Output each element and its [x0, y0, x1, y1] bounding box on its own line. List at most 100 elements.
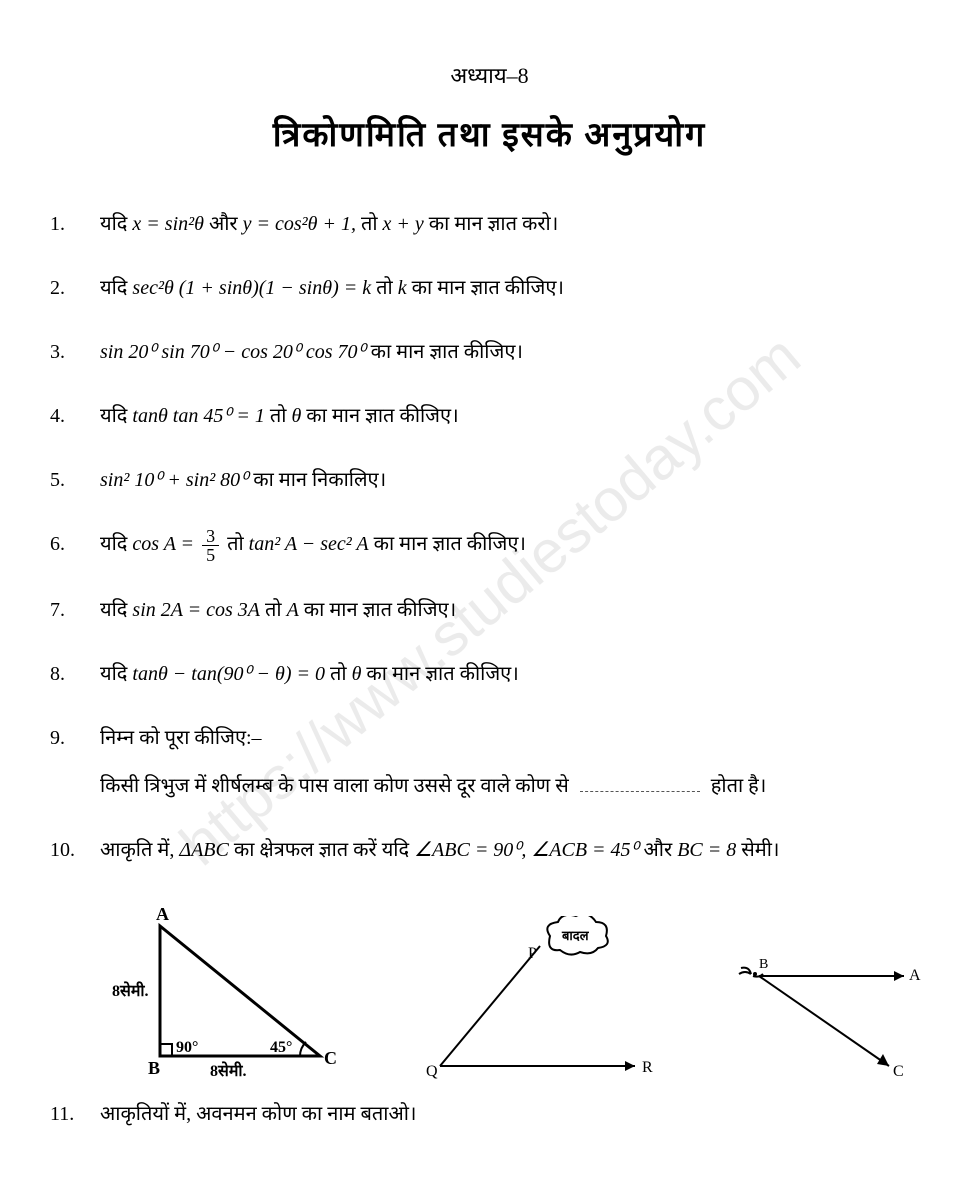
q-body: आकृतियों में, अवनमन कोण का नाम बताओ। — [100, 1096, 929, 1132]
question-8: 8. यदि tanθ − tan(90⁰ − θ) = 0 तो θ का म… — [50, 656, 929, 692]
math: BC = 8 — [677, 839, 736, 861]
math: y = cos²θ + 1, — [243, 213, 356, 235]
text: निम्न को पूरा कीजिए:– — [100, 720, 929, 756]
question-3: 3. sin 20⁰ sin 70⁰ − cos 20⁰ cos 70⁰ का … — [50, 334, 929, 370]
math: ΔABC — [179, 839, 229, 861]
vertex-c: C — [324, 1048, 337, 1068]
text: तो — [376, 277, 398, 299]
text: तो — [227, 533, 249, 555]
question-2: 2. यदि sec²θ (1 + sinθ)(1 − sinθ) = k तो… — [50, 270, 929, 306]
text: तो — [330, 663, 352, 685]
text: का क्षेत्रफल ज्ञात करें यदि — [234, 839, 414, 861]
blank-field — [580, 791, 700, 792]
text: का मान ज्ञात कीजिए। — [412, 277, 564, 299]
text: यदि — [100, 599, 132, 621]
q-body: यदि tanθ tan 45⁰ = 1 तो θ का मान ज्ञात क… — [100, 398, 929, 434]
side-bc-label: 8सेमी. — [210, 1061, 247, 1080]
fraction: 3 5 — [202, 527, 219, 564]
q-body: आकृति में, ΔABC का क्षेत्रफल ज्ञात करें … — [100, 832, 929, 868]
text: तो — [270, 405, 292, 427]
q-body: sin 20⁰ sin 70⁰ − cos 20⁰ cos 70⁰ का मान… — [100, 334, 929, 370]
math: sec²θ (1 + sinθ)(1 − sinθ) = k — [132, 277, 371, 299]
q-body: यदि cos A = 3 5 तो tan² A − sec² A का मा… — [100, 526, 929, 564]
triangle-figure: A B C 8सेमी. 8सेमी. 90° 45° — [110, 896, 350, 1086]
text: यदि — [100, 277, 132, 299]
figures-row: A B C 8सेमी. 8सेमी. 90° 45° बादल P Q R B… — [110, 896, 929, 1086]
text: यदि — [100, 533, 132, 555]
question-7: 7. यदि sin 2A = cos 3A तो A का मान ज्ञात… — [50, 592, 929, 628]
text: का मान ज्ञात कीजिए। — [306, 405, 458, 427]
question-10: 10. आकृति में, ΔABC का क्षेत्रफल ज्ञात क… — [50, 832, 929, 868]
text: होता है। — [711, 775, 767, 797]
q-num: 5. — [50, 462, 100, 498]
text: का मान निकालिए। — [253, 469, 386, 491]
text: का मान ज्ञात करो। — [429, 213, 558, 235]
vertex-q: Q — [426, 1063, 438, 1080]
math: sin 20⁰ sin 70⁰ − cos 20⁰ cos 70⁰ — [100, 341, 366, 363]
math: cos A = — [132, 533, 199, 555]
angle-c-label: 45° — [270, 1039, 292, 1056]
vertex-r: R — [642, 1059, 653, 1076]
q-num: 3. — [50, 334, 100, 370]
math: tan² A − sec² A — [249, 533, 369, 555]
math: A — [287, 599, 299, 621]
question-4: 4. यदि tanθ tan 45⁰ = 1 तो θ का मान ज्ञा… — [50, 398, 929, 434]
math: tanθ − tan(90⁰ − θ) = 0 — [132, 663, 325, 685]
text: आकृति में, — [100, 839, 179, 861]
text: यदि — [100, 663, 132, 685]
q-body: यदि sec²θ (1 + sinθ)(1 − sinθ) = k तो k … — [100, 270, 929, 306]
vertex-c: C — [893, 1063, 904, 1080]
cloud-figure: बादल P Q R — [410, 916, 670, 1086]
q-num: 4. — [50, 398, 100, 434]
text: तो — [361, 213, 383, 235]
q-num: 11. — [50, 1096, 100, 1132]
text: यदि — [100, 405, 132, 427]
text: आकृतियों में, अवनमन कोण का नाम बताओ। — [100, 1103, 417, 1125]
text: यदि — [100, 213, 132, 235]
text: सेमी। — [741, 839, 779, 861]
vertex-p: P — [528, 945, 537, 962]
fill-blank-line: किसी त्रिभुज में शीर्षलम्ब के पास वाला क… — [100, 768, 929, 804]
q-body: यदि sin 2A = cos 3A तो A का मान ज्ञात की… — [100, 592, 929, 628]
math: ∠ABC = 90⁰, ∠ACB = 45⁰ — [414, 839, 638, 861]
bird-figure: B A C — [729, 946, 929, 1086]
text: का मान ज्ञात कीजिए। — [304, 599, 456, 621]
vertex-a: A — [909, 967, 921, 984]
math: sin 2A = cos 3A — [132, 599, 260, 621]
chapter-title: त्रिकोणमिति तथा इसके अनुप्रयोग — [50, 110, 929, 156]
text: और — [209, 213, 243, 235]
denominator: 5 — [202, 546, 219, 564]
q-num: 10. — [50, 832, 100, 868]
q-num: 2. — [50, 270, 100, 306]
question-11: 11. आकृतियों में, अवनमन कोण का नाम बताओ। — [50, 1096, 929, 1132]
q-num: 1. — [50, 206, 100, 242]
math: x + y — [383, 213, 424, 235]
text: तो — [265, 599, 287, 621]
q-body: निम्न को पूरा कीजिए:– किसी त्रिभुज में श… — [100, 720, 929, 804]
q-body: यदि x = sin²θ और y = cos²θ + 1, तो x + y… — [100, 206, 929, 242]
q-num: 7. — [50, 592, 100, 628]
angle-b-label: 90° — [176, 1039, 198, 1056]
question-6: 6. यदि cos A = 3 5 तो tan² A − sec² A का… — [50, 526, 929, 564]
vertex-b: B — [759, 957, 768, 972]
q-num: 6. — [50, 526, 100, 562]
q-num: 8. — [50, 656, 100, 692]
math: k — [398, 277, 407, 299]
text: का मान ज्ञात कीजिए। — [366, 663, 518, 685]
side-ab-label: 8सेमी. — [112, 981, 149, 1000]
vertex-a: A — [156, 904, 169, 924]
question-9: 9. निम्न को पूरा कीजिए:– किसी त्रिभुज मे… — [50, 720, 929, 804]
text: का मान ज्ञात कीजिए। — [374, 533, 526, 555]
numerator: 3 — [202, 527, 219, 546]
vertex-b: B — [148, 1058, 160, 1078]
math: tanθ tan 45⁰ = 1 — [132, 405, 264, 427]
question-5: 5. sin² 10⁰ + sin² 80⁰ का मान निकालिए। — [50, 462, 929, 498]
chapter-label: अध्याय–8 — [50, 60, 929, 90]
math: x = sin²θ — [132, 213, 204, 235]
question-1: 1. यदि x = sin²θ और y = cos²θ + 1, तो x … — [50, 206, 929, 242]
text: का मान ज्ञात कीजिए। — [371, 341, 523, 363]
math: θ — [291, 405, 301, 427]
q-body: यदि tanθ − tan(90⁰ − θ) = 0 तो θ का मान … — [100, 656, 929, 692]
text: किसी त्रिभुज में शीर्षलम्ब के पास वाला क… — [100, 775, 574, 797]
cloud-label: बादल — [561, 928, 590, 943]
